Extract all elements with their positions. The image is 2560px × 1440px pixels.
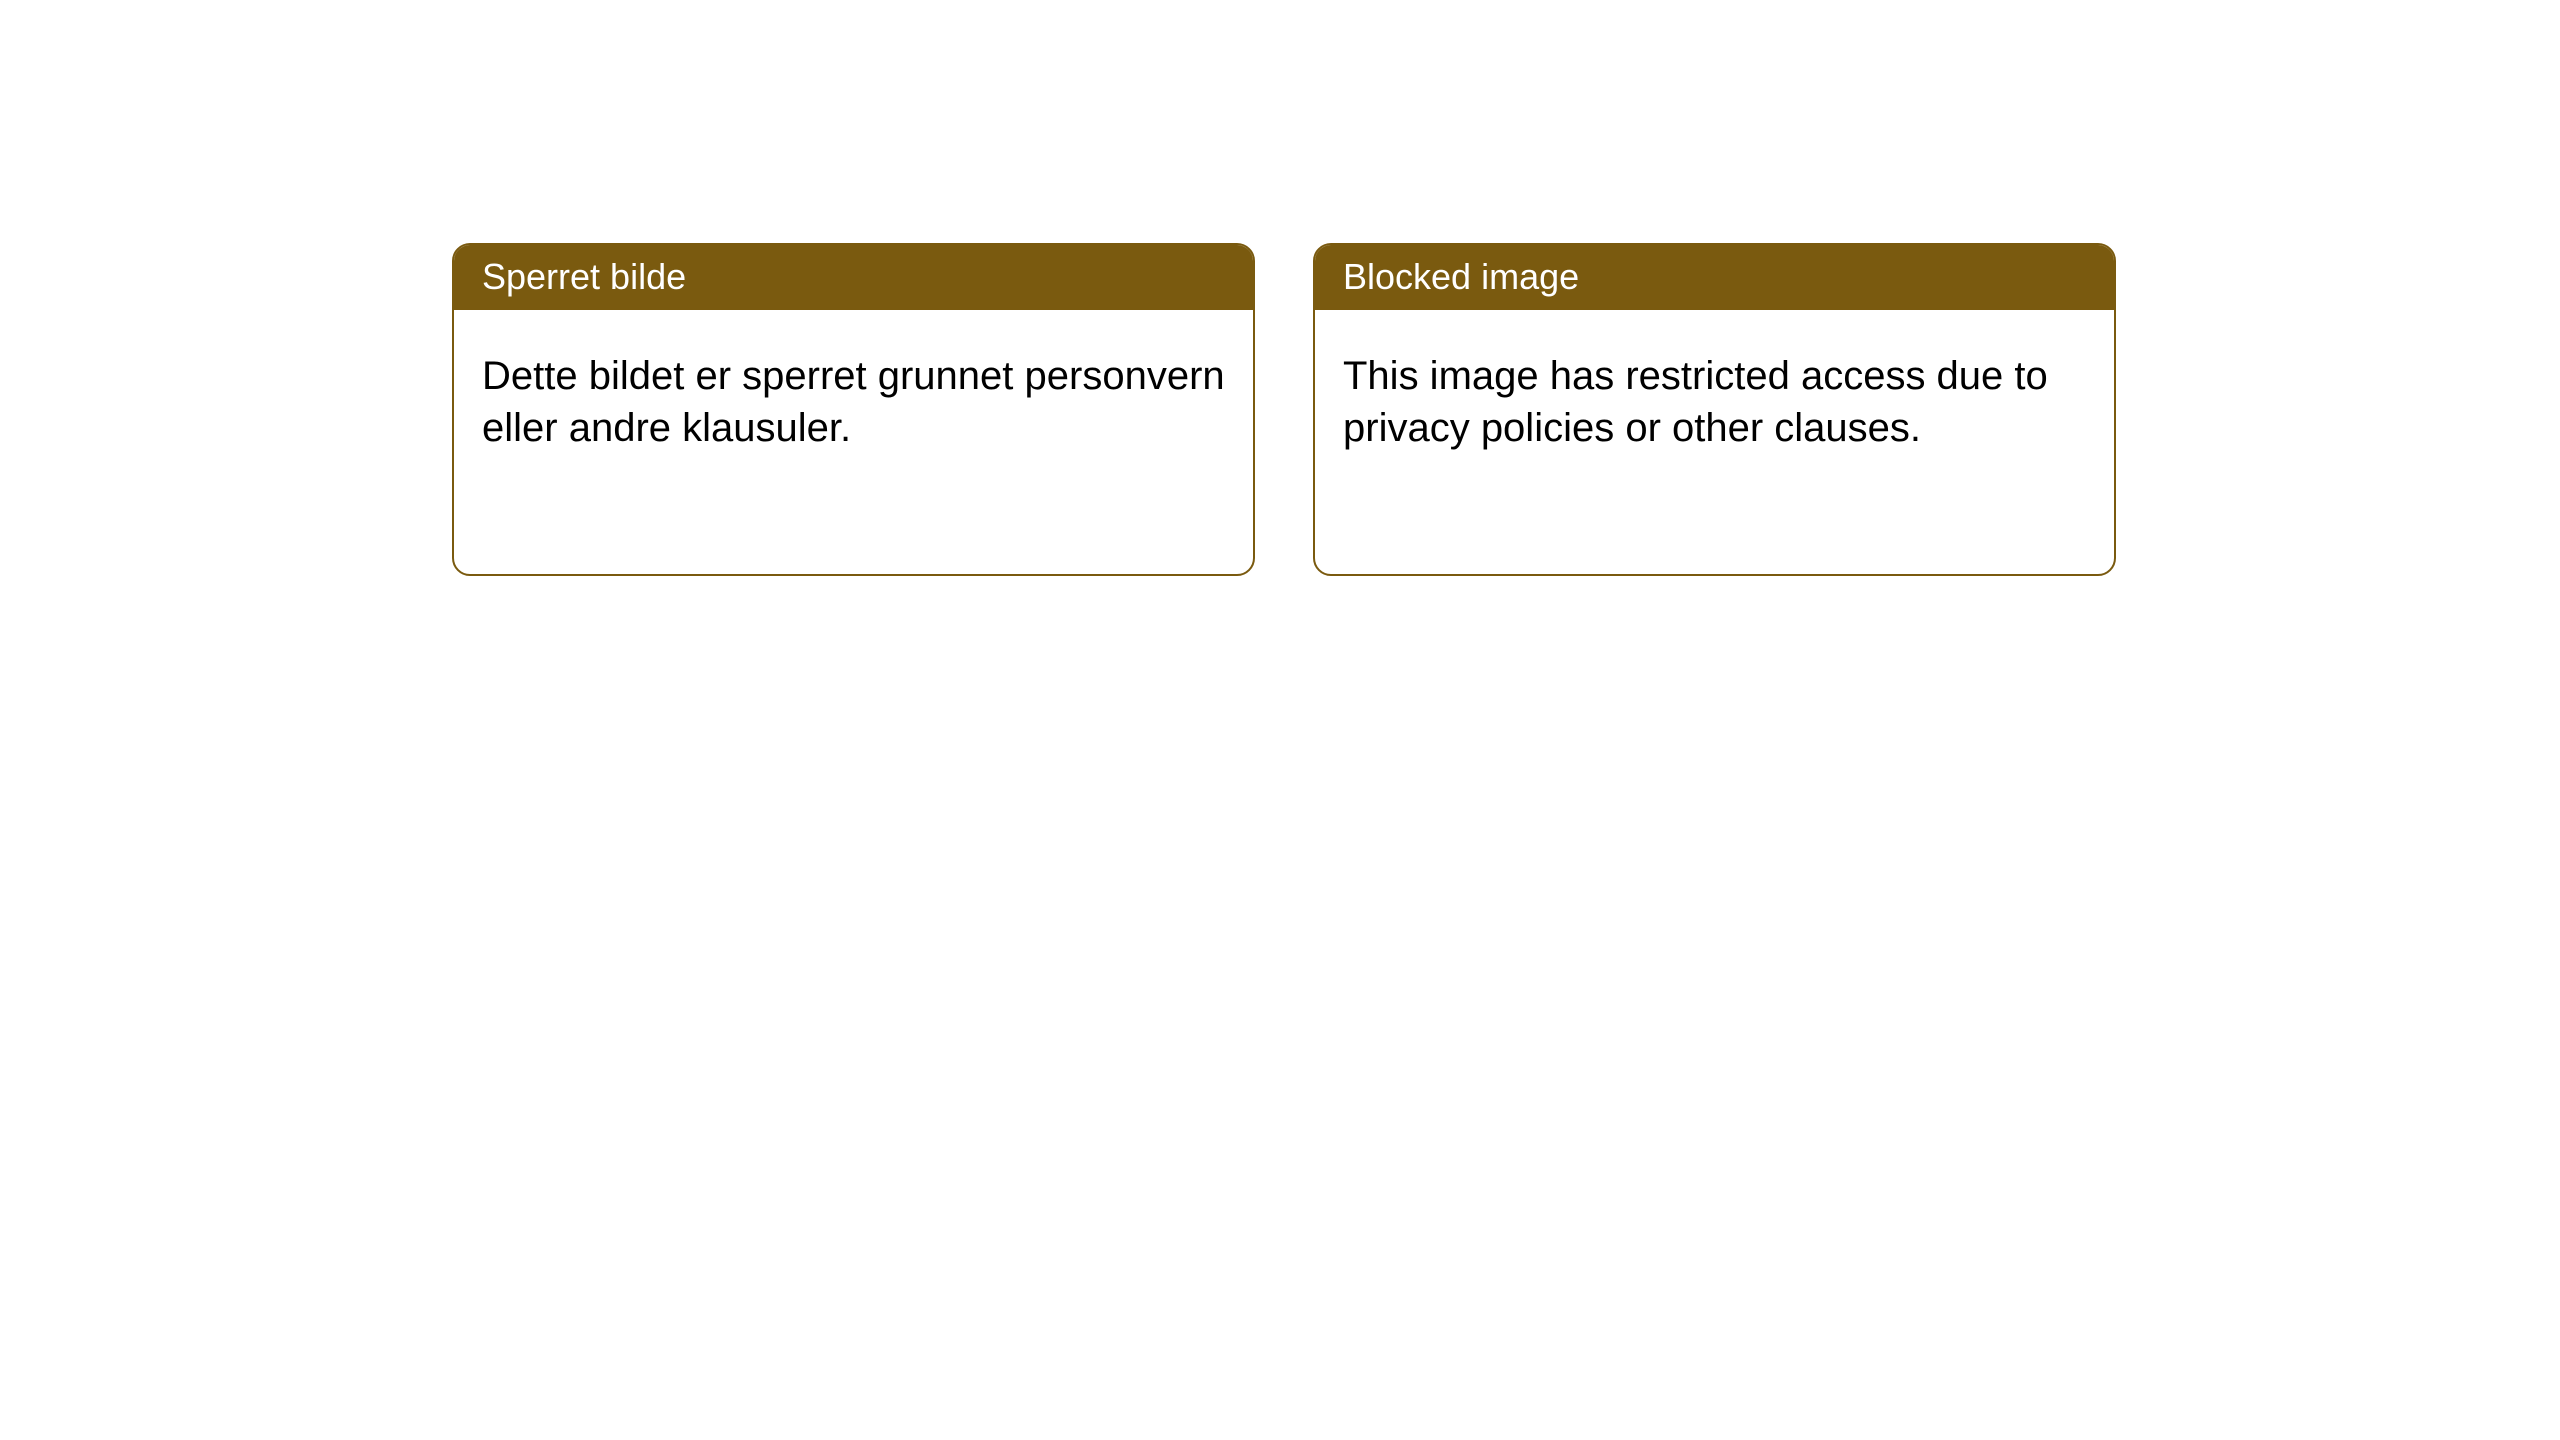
cards-container: Sperret bilde Dette bildet er sperret gr… [0, 0, 2560, 576]
card-body: Dette bildet er sperret grunnet personve… [454, 310, 1253, 482]
card-body-text: This image has restricted access due to … [1343, 354, 2048, 450]
blocked-image-card-no: Sperret bilde Dette bildet er sperret gr… [452, 243, 1255, 576]
card-body: This image has restricted access due to … [1315, 310, 2114, 482]
card-header: Sperret bilde [454, 245, 1253, 310]
card-title: Sperret bilde [482, 256, 686, 297]
card-header: Blocked image [1315, 245, 2114, 310]
card-body-text: Dette bildet er sperret grunnet personve… [482, 354, 1225, 450]
blocked-image-card-en: Blocked image This image has restricted … [1313, 243, 2116, 576]
card-title: Blocked image [1343, 256, 1579, 297]
